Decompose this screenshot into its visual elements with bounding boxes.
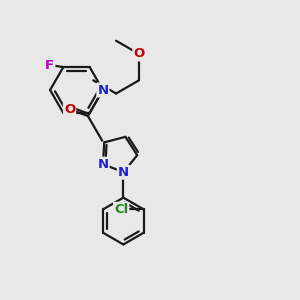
Text: N: N [118, 166, 129, 179]
Text: O: O [133, 47, 145, 60]
Text: N: N [97, 83, 109, 97]
Text: O: O [64, 103, 75, 116]
Text: N: N [98, 158, 109, 171]
Text: F: F [45, 59, 54, 72]
Text: Cl: Cl [114, 203, 128, 216]
